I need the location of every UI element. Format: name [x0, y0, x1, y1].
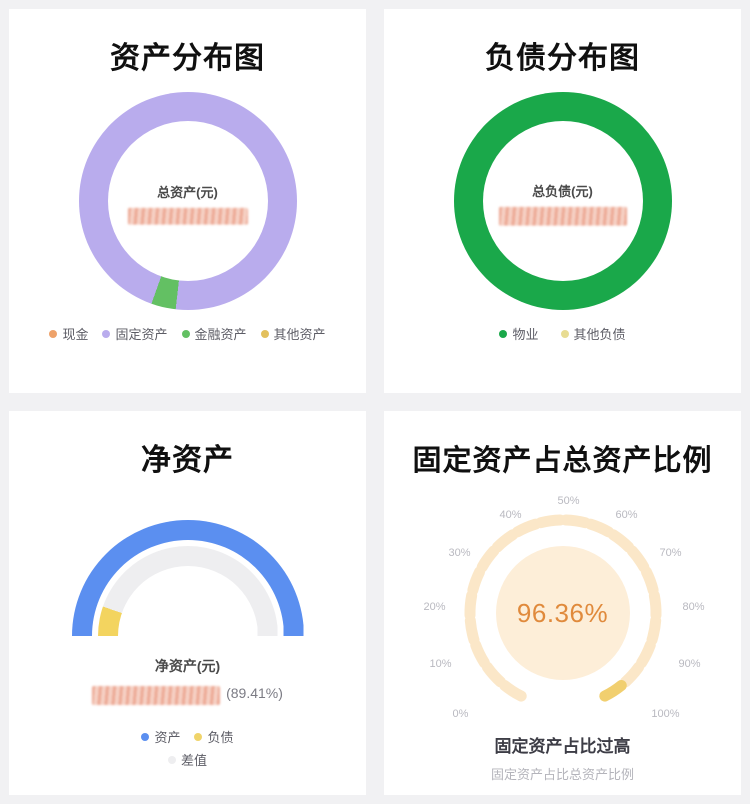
- legend-item-cash[interactable]: 现金: [49, 324, 88, 343]
- gauge-tick-60: 60%: [615, 509, 638, 521]
- gauge-segment: [498, 679, 527, 702]
- card-body: 负债分布图 总负债(元) 物业 其他负债: [384, 9, 741, 393]
- legend-item-other-assets[interactable]: 其他资产: [260, 324, 326, 343]
- gauge-segment: [640, 566, 659, 596]
- gauge-tick-20: 20%: [423, 601, 446, 613]
- gauge-segment: [511, 518, 541, 538]
- total-assets-label: 总资产(元): [157, 184, 218, 200]
- fixed-asset-ratio-gauge[interactable]: 96.36% 0% 10% 20% 30% 40% 50% 60% 70% 80…: [423, 488, 704, 738]
- gauge-tick-40: 40%: [499, 509, 522, 521]
- net-assets-value-line: (89.41%): [92, 681, 283, 705]
- page-title: 资产分布图: [110, 42, 265, 75]
- legend-dot-icon: [260, 329, 269, 338]
- gauge-core: 96.36%: [495, 546, 630, 680]
- legend-dot-icon: [499, 329, 508, 338]
- legend-label: 其他资产: [273, 327, 326, 342]
- gauge-tick-100: 100%: [651, 708, 680, 720]
- gauge-segment: [648, 590, 661, 621]
- donut-center-text: 总负债(元): [454, 172, 672, 231]
- gauge-segment: [464, 590, 477, 621]
- total-liability-label: 总负债(元): [532, 183, 593, 199]
- gauge-segment: [491, 529, 518, 553]
- gauge-value: 96.36%: [516, 597, 609, 628]
- card-fixed-asset-ratio[interactable]: 固定资产占总资产比例 96.36% 0% 10% 20% 30% 40% 50%…: [375, 402, 750, 804]
- total-liability-value-redacted: [498, 206, 627, 226]
- gauge-caption-block: 固定资产占比过高 固定资产占比总资产比例: [491, 734, 634, 783]
- gauge-segment: [626, 545, 649, 573]
- donut-hole: [107, 121, 268, 281]
- card-asset-distribution[interactable]: 资产分布图 总资产(元) 现金 固定资产: [0, 0, 375, 402]
- gauge-segment: [607, 529, 634, 553]
- legend-label: 物业: [512, 327, 539, 342]
- total-assets-value-redacted: [127, 207, 248, 225]
- legend-dot-icon: [181, 329, 190, 338]
- asset-donut-chart[interactable]: 总资产(元): [78, 92, 297, 310]
- legend-item-other-liability[interactable]: 其他负债: [560, 324, 626, 343]
- gauge-tick-80: 80%: [682, 601, 705, 613]
- legend-item-assets[interactable]: 资产: [141, 727, 180, 746]
- donut-center-text: 总资产(元): [79, 173, 297, 230]
- gauge-tick-10: 10%: [429, 658, 452, 670]
- gauge-segment: [584, 518, 614, 538]
- legend-label: 其他负债: [573, 327, 626, 342]
- gauge-segment: [619, 661, 644, 688]
- gauge-caption: 固定资产占比过高: [494, 737, 631, 756]
- net-assets-percent: (89.41%): [226, 685, 283, 701]
- gauge-subcaption: 固定资产占比总资产比例: [490, 766, 634, 782]
- legend-dot-icon: [102, 329, 111, 338]
- legend-label: 负债: [207, 730, 234, 745]
- legend-label: 固定资产: [115, 327, 168, 342]
- donut-hole: [482, 121, 643, 281]
- gauge-segment: [598, 679, 627, 702]
- legend-item-fixed-assets[interactable]: 固定资产: [102, 324, 168, 343]
- gauge-tick-30: 30%: [448, 547, 471, 559]
- gauge-segment: [635, 639, 656, 669]
- legend-dot-icon: [167, 755, 176, 764]
- net-assets-value-block: 净资产(元) (89.41%): [92, 656, 283, 705]
- legend-dot-icon: [49, 329, 58, 338]
- gauge-segment: [469, 639, 490, 669]
- legend-dot-icon: [141, 732, 150, 741]
- page-title: 净资产: [141, 444, 234, 477]
- legend-label: 金融资产: [194, 327, 247, 342]
- legend-item-property[interactable]: 物业: [499, 324, 539, 343]
- legend-label: 资产: [154, 730, 181, 745]
- legend-asset: 现金 固定资产 金融资产 其他资产: [41, 324, 333, 343]
- liability-donut-chart[interactable]: 总负债(元): [453, 92, 672, 310]
- gauge-segment: [559, 514, 591, 529]
- net-assets-gauge[interactable]: [71, 520, 304, 640]
- gauge-segment: [534, 514, 566, 529]
- gauge-tick-90: 90%: [678, 658, 701, 670]
- legend-label: 现金: [62, 327, 89, 342]
- net-assets-label: 净资产(元): [154, 658, 221, 674]
- card-net-assets[interactable]: 净资产 净资产(元) (89.41%) 资产: [0, 402, 375, 804]
- legend-net-assets: 资产 负债 差值: [107, 727, 268, 769]
- legend-label: 差值: [180, 753, 207, 768]
- legend-item-financial-assets[interactable]: 金融资产: [181, 324, 247, 343]
- gauge-segment: [476, 545, 499, 573]
- gauge-segment: [466, 566, 485, 596]
- gauge-tick-0: 0%: [452, 708, 469, 720]
- gauge-segment: [481, 661, 506, 688]
- legend-dot-icon: [194, 732, 203, 741]
- page-title: 固定资产占总资产比例: [412, 445, 713, 477]
- card-body: 固定资产占总资产比例 96.36% 0% 10% 20% 30% 40% 50%…: [384, 411, 741, 795]
- card-liability-distribution[interactable]: 负债分布图 总负债(元) 物业 其他负债: [375, 0, 750, 402]
- gauge-tick-50: 50%: [557, 495, 580, 507]
- legend-liability: 物业 其他负债: [491, 324, 633, 343]
- card-body: 资产分布图 总资产(元) 现金 固定资产: [9, 9, 366, 393]
- gauge-tick-70: 70%: [659, 547, 682, 559]
- card-body: 净资产 净资产(元) (89.41%) 资产: [9, 411, 366, 795]
- legend-dot-icon: [560, 329, 569, 338]
- legend-item-liability[interactable]: 负债: [194, 727, 234, 746]
- net-assets-value-redacted: [92, 686, 221, 705]
- page-title: 负债分布图: [485, 42, 640, 75]
- gauge-segment: [464, 615, 479, 646]
- gauge-segments: [464, 514, 661, 702]
- gauge-segment: [646, 615, 661, 646]
- legend-item-difference[interactable]: 差值: [115, 750, 260, 769]
